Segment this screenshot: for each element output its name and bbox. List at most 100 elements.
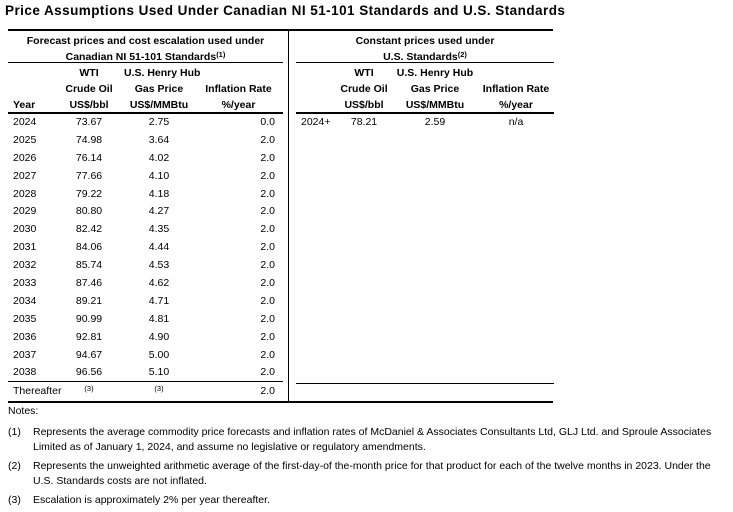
table-row: 2028 79.22 4.18 2.0 [8, 185, 283, 203]
year-cell: 2025 [13, 133, 37, 146]
footnote-ref-2: (2) [457, 50, 467, 59]
thereafter-level-rule [296, 383, 554, 401]
year-cell: 2024+ [301, 116, 331, 129]
col-header-gas-name: Gas Price [410, 83, 460, 95]
table-row: 2024+ 78.21 2.59 n/a [296, 113, 554, 131]
gas-price-cell: 4.71 [148, 294, 170, 307]
inflation-cell: 2.0 [260, 151, 275, 164]
thereafter-label: Thereafter [8, 380, 61, 400]
thereafter-inflation-cell: 2.0 [194, 380, 283, 400]
inflation-cell: 2.0 [260, 330, 275, 343]
gas-price-cell: 4.53 [148, 259, 170, 272]
col-header-oil-group: WTI [79, 67, 99, 79]
note-text-line: Represents the average commodity price f… [33, 425, 712, 438]
inflation-cell: 2.0 [260, 276, 275, 289]
oil-price-cell: 73.67 [75, 116, 103, 129]
inflation-cell: 2.0 [260, 169, 275, 182]
canadian-panel-title-line1: Forecast prices and cost escalation used… [26, 35, 265, 47]
table-row: 2029 80.80 4.27 2.0 [8, 202, 283, 220]
inflation-cell: 2.0 [260, 294, 275, 307]
year-cell: 2026 [13, 151, 37, 164]
inflation-cell: n/a [508, 116, 524, 129]
us-table-header: WTI U.S. Henry Hub Crude Oil Gas Price I… [296, 63, 554, 114]
gas-price-cell: 3.64 [148, 133, 170, 146]
us-standards-panel: Constant prices used under U.S. Standard… [289, 31, 554, 401]
table-row: 2031 84.06 4.44 2.0 [8, 238, 283, 256]
inflation-cell: 2.0 [260, 312, 275, 325]
gas-price-cell: 4.27 [148, 205, 170, 218]
thereafter-section: Thereafter (3) (3) 2.0 [8, 380, 283, 400]
col-header-oil-name: Crude Oil [65, 83, 113, 95]
col-header-gas-group: U.S. Henry Hub [124, 67, 201, 79]
oil-price-cell: 80.80 [75, 205, 103, 218]
inflation-cell: 2.0 [260, 223, 275, 236]
inflation-cell: 2.0 [260, 241, 275, 254]
page-title: Price Assumptions Used Under Canadian NI… [5, 3, 566, 18]
year-cell: 2031 [13, 241, 37, 254]
notes-section: Notes: (1) Represents the average commod… [8, 404, 728, 508]
note-text-line: Represents the unweighted arithmetic ave… [33, 459, 711, 472]
us-table-body: 2024+ 78.21 2.59 n/a [296, 113, 554, 131]
us-panel-title: Constant prices used under U.S. Standard… [296, 31, 554, 63]
col-header-gas-name: Gas Price [134, 83, 184, 95]
inflation-cell: 2.0 [260, 187, 275, 200]
thereafter-oil-cell: (3) [54, 380, 124, 400]
year-cell: 2027 [13, 169, 37, 182]
inflation-cell: 2.0 [260, 205, 275, 218]
year-cell: 2033 [13, 276, 37, 289]
table-row: 2037 94.67 5.00 2.0 [8, 346, 283, 364]
empty-header-cell [8, 63, 54, 81]
note-text-line: Escalation is approximately 2% per year … [33, 493, 270, 506]
oil-price-cell: 87.46 [75, 276, 103, 289]
table-row: 2038 96.56 5.10 2.0 [8, 363, 283, 381]
oil-price-cell: 92.81 [75, 330, 103, 343]
note-item: (2) Represents the unweighted arithmetic… [8, 459, 728, 490]
empty-header-cell [296, 81, 336, 97]
oil-price-cell: 84.06 [75, 241, 103, 254]
note-text-line: Limited as of January 1, 2024, and assum… [33, 441, 426, 453]
inflation-cell: 2.0 [260, 259, 275, 272]
oil-price-cell: 94.67 [75, 348, 103, 361]
empty-header-cell [296, 63, 336, 81]
table-row: 2027 77.66 4.10 2.0 [8, 167, 283, 185]
table-row: 2024 73.67 2.75 0.0 [8, 113, 283, 131]
notes-heading: Notes: [8, 405, 39, 417]
empty-header-cell [478, 63, 554, 81]
note-number: (1) [8, 425, 21, 438]
inflation-cell: 2.0 [260, 133, 275, 146]
price-assumptions-table: Forecast prices and cost escalation used… [8, 29, 554, 403]
table-row: 2033 87.46 4.62 2.0 [8, 274, 283, 292]
empty-header-cell [194, 63, 283, 81]
col-header-inflation-unit: %/year [478, 97, 554, 114]
oil-price-cell: 96.56 [75, 366, 103, 379]
canadian-price-table: WTI U.S. Henry Hub Crude Oil Gas Price I… [8, 63, 283, 400]
oil-price-cell: 78.21 [350, 116, 378, 129]
note-item: (3) Escalation is approximately 2% per y… [8, 493, 728, 509]
col-header-gas-group: U.S. Henry Hub [396, 67, 474, 79]
gas-price-cell: 2.59 [424, 116, 446, 129]
gas-price-cell: 2.75 [148, 116, 170, 129]
year-cell: 2036 [13, 330, 37, 343]
empty-space [296, 131, 554, 383]
year-cell: 2034 [13, 294, 37, 307]
gas-price-cell: 4.10 [148, 169, 170, 182]
col-header-inflation-name: Inflation Rate [482, 83, 550, 95]
col-header-oil-unit: US$/bbl [336, 97, 392, 114]
year-cell: 2035 [13, 312, 37, 325]
notes-list: (1) Represents the average commodity pri… [8, 425, 728, 509]
inflation-cell: 2.0 [260, 366, 275, 379]
thereafter-gas-cell: (3) [124, 380, 194, 400]
col-header-gas-unit: US$/MMBtu [392, 97, 478, 114]
oil-price-cell: 74.98 [75, 133, 103, 146]
gas-price-cell: 4.44 [148, 241, 170, 254]
gas-price-cell: 4.02 [148, 151, 170, 164]
col-header-gas-unit: US$/MMBtu [124, 97, 194, 114]
note-number: (2) [8, 459, 21, 472]
oil-price-cell: 90.99 [75, 312, 103, 325]
year-cell: 2032 [13, 259, 37, 272]
oil-price-cell: 79.22 [75, 187, 103, 200]
year-cell: 2037 [13, 348, 37, 361]
canadian-panel-title: Forecast prices and cost escalation used… [8, 31, 283, 63]
table-row: 2026 76.14 4.02 2.0 [8, 149, 283, 167]
